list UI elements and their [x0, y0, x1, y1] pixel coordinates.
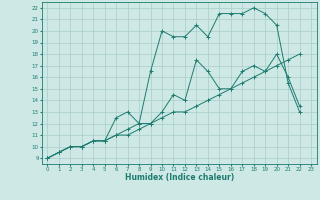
X-axis label: Humidex (Indice chaleur): Humidex (Indice chaleur)	[124, 173, 234, 182]
